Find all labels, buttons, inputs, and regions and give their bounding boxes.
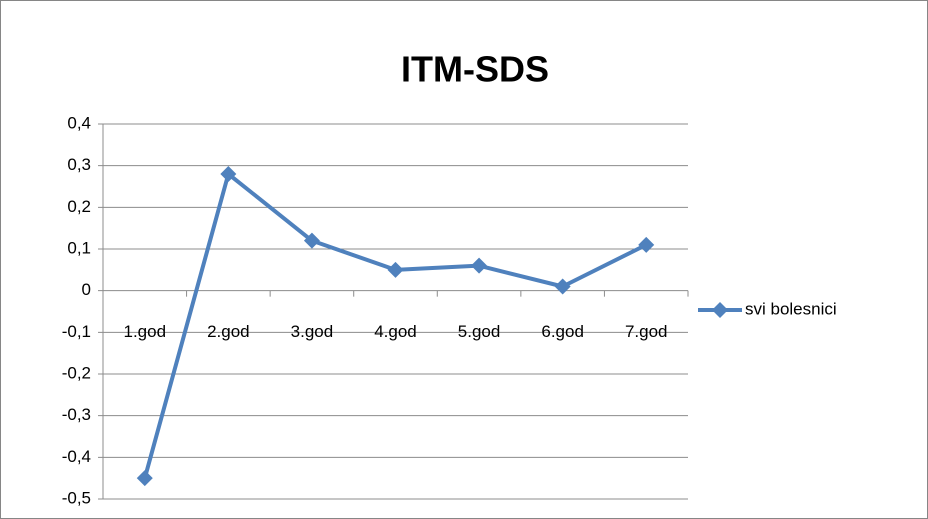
y-tick-label: -0,3 (62, 405, 91, 424)
y-tick-label: 0,4 (67, 113, 91, 132)
marker (387, 261, 404, 278)
marker (638, 236, 655, 253)
y-tick-label: 0,3 (67, 155, 91, 174)
x-tick-label: 1.god (124, 322, 167, 341)
x-tick-label: 4.god (374, 322, 417, 341)
legend-label: svi bolesnici (745, 299, 837, 318)
marker (136, 470, 153, 487)
legend-marker (712, 302, 728, 318)
y-tick-label: -0,4 (62, 447, 91, 466)
y-tick-label: -0,2 (62, 363, 91, 382)
marker (303, 232, 320, 249)
x-tick-label: 3.god (291, 322, 334, 341)
x-tick-label: 7.god (625, 322, 668, 341)
x-tick-label: 5.god (458, 322, 501, 341)
marker (471, 257, 488, 274)
marker (220, 166, 237, 182)
y-tick-label: -0,5 (62, 488, 91, 507)
x-tick-label: 2.god (207, 322, 250, 341)
y-tick-label: 0 (82, 280, 91, 299)
chart-title: ITM-SDS (401, 49, 549, 90)
y-tick-label: -0,1 (62, 322, 91, 341)
x-tick-label: 6.god (541, 322, 584, 341)
y-tick-label: 0,2 (67, 197, 91, 216)
y-tick-label: 0,1 (67, 238, 91, 257)
marker (554, 278, 571, 295)
